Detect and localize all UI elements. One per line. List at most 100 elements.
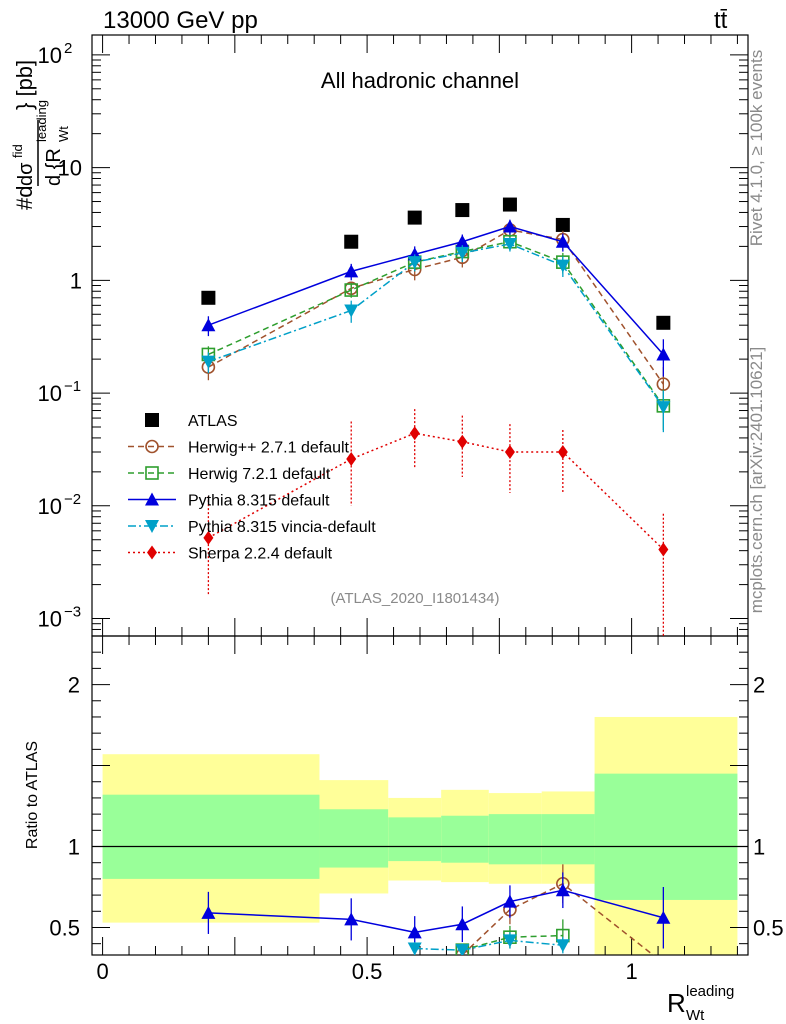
ratio-point (656, 910, 671, 924)
data-point (658, 542, 669, 557)
ratio-y-tick-label-right: 1 (753, 835, 765, 860)
ratio-band-inner (541, 814, 595, 865)
data-point (557, 445, 568, 460)
ylabel-den: d {R (43, 148, 65, 186)
energy-label: 13000 GeV pp (103, 7, 258, 34)
main-panel: All hadronic channel (ATLAS_2020_I180143… (321, 68, 519, 607)
ratio-point (455, 917, 470, 931)
data-point (201, 318, 216, 332)
data-point (457, 434, 468, 449)
ratio-y-tick-label-right: 2 (753, 673, 765, 698)
ratio-point (455, 944, 470, 955)
legend-marker (145, 413, 159, 427)
legend-marker (145, 439, 159, 454)
legend-label: Herwig++ 2.7.1 default (188, 440, 350, 457)
data-point (502, 219, 517, 233)
series-line-2 (208, 240, 664, 407)
data-point (203, 530, 214, 545)
data-point (502, 237, 517, 251)
ylabel-unit: } [pb] (12, 60, 37, 110)
main-y-tick-exponent: 2 (64, 40, 72, 57)
ratio-y-tick-label-right: 0.5 (753, 915, 784, 940)
x-tick-label: 0.5 (352, 959, 383, 984)
x-tick-label: 0 (96, 959, 108, 984)
data-point (407, 210, 422, 225)
data-point (656, 401, 671, 415)
ratio-point (555, 939, 570, 953)
ratio-point (201, 905, 216, 919)
data-point (555, 217, 570, 232)
ylabel-num: #d (12, 186, 37, 210)
ylabel-sup: fid (10, 144, 25, 158)
main-y-tick-exponent: −3 (64, 604, 81, 621)
ratio-series-group (201, 864, 671, 969)
ratio-point (344, 912, 359, 926)
data-point (504, 445, 515, 460)
data-point (455, 203, 470, 218)
ratio-y-tick-label: 0.5 (49, 915, 80, 940)
data-point (555, 259, 570, 273)
ratio-band-inner (388, 817, 442, 862)
main-y-tick-label: 10 (38, 381, 62, 406)
main-y-tick-label: 10 (58, 156, 82, 181)
legend-label: ATLAS (188, 413, 238, 430)
data-point (344, 234, 359, 249)
main-y-tick-exponent: −2 (64, 491, 81, 508)
source-label: mcplots.cern.ch [arXiv:2401.10621] (747, 347, 766, 613)
ratio-y-axis-label: Ratio to ATLAS (24, 741, 41, 849)
ratio-band-inner (594, 773, 738, 900)
xlabel-sup: leading (686, 983, 734, 1000)
ratio-band-inner (488, 814, 542, 865)
data-point (455, 246, 470, 260)
legend-marker (145, 466, 159, 480)
main-y-tick-label: 1 (70, 268, 82, 293)
legend-marker (145, 492, 159, 506)
ylabel-sub: Wt (56, 126, 71, 142)
ratio-point (657, 957, 669, 969)
ratio-band-inner (319, 809, 389, 868)
main-y-tick-label: 10 (38, 607, 62, 632)
ratio-line-1 (462, 934, 563, 951)
main-y-tick-label: 10 (38, 43, 62, 68)
ratio-point (502, 934, 517, 948)
legend-label: Pythia 8.315 default (188, 493, 330, 510)
ratio-point (502, 894, 517, 908)
ratio-line-3 (414, 939, 563, 951)
ratio-point (407, 942, 422, 955)
x-axis-label: R Wt leading (667, 983, 734, 1024)
ylabel-num2: dσ (15, 162, 37, 186)
legend-marker (147, 545, 157, 560)
ylabel-sup2: leading (34, 100, 49, 142)
main-y-tick-label: 10 (38, 494, 62, 519)
legend-label: Sherpa 2.2.4 default (188, 546, 333, 563)
xlabel-main: R (667, 988, 686, 1018)
ratio-y-tick-label: 2 (68, 673, 80, 698)
ratio-band-inner (102, 794, 320, 879)
data-point (201, 290, 216, 305)
data-point (555, 234, 570, 248)
ratio-band-inner (441, 815, 489, 863)
legend-marker (145, 520, 159, 533)
main-y-tick-exponent: −1 (64, 378, 81, 395)
ratio-point (555, 883, 570, 897)
chart-title: All hadronic channel (321, 68, 519, 93)
legend-label: Pythia 8.315 vincia-default (188, 519, 376, 536)
rivet-version-label: Rivet 4.1.0, ≥ 100k events (747, 50, 766, 246)
ratio-y-tick-label: 1 (68, 835, 80, 860)
data-point (502, 197, 517, 212)
series-line-4 (208, 243, 664, 408)
data-point (344, 304, 359, 318)
analysis-tag: (ATLAS_2020_I1801434) (330, 590, 499, 607)
x-tick-label: 1 (625, 959, 637, 984)
data-point (344, 264, 359, 278)
legend-label: Herwig 7.2.1 default (188, 466, 331, 483)
data-point (656, 315, 671, 330)
data-point (409, 426, 420, 441)
data-point (656, 347, 671, 361)
data-point (407, 256, 422, 270)
data-point (346, 452, 357, 467)
data-point (344, 283, 359, 297)
process-label: tt̄ (714, 7, 728, 34)
xlabel-sub: Wt (686, 1007, 705, 1024)
ratio-point (407, 925, 422, 939)
